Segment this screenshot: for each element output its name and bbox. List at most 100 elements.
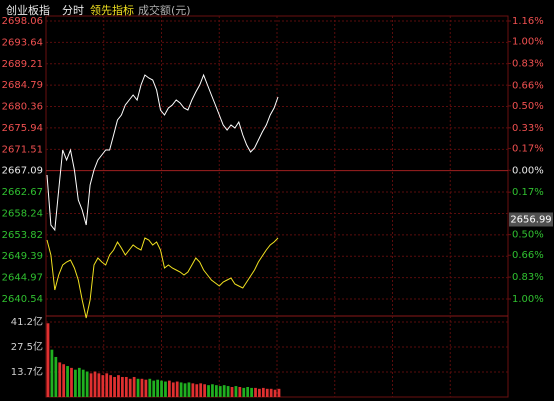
volume-bar [128,378,132,397]
volume-bar [218,386,222,397]
volume-bar [207,385,210,397]
y2-tick-label: 1.00% [512,37,544,48]
y-tick-label: 2671.51 [2,144,43,155]
volume-bar [265,388,269,397]
volume-bar [121,376,124,397]
y2-tick-label: 0.17% [512,143,544,154]
y2-tick-label: 0.83% [512,58,544,69]
volume-bar [242,387,246,397]
legend-entry: 领先指标 [90,3,134,17]
price-line [46,237,279,319]
volume-bar [187,382,191,397]
volume-bar [171,382,175,397]
price-line [46,73,279,232]
volume-bar [183,383,187,397]
volume-bar [113,376,116,397]
volume-bar [66,366,69,397]
volume-bar [203,384,206,397]
volume-label: 成交额(元) [138,3,191,17]
volume-bar [152,380,156,397]
y2-tick-label: 1.00% [512,294,544,305]
volume-bar [85,371,89,397]
volume-bar [273,389,277,397]
last-price-box [509,212,553,227]
volume-bar [261,387,265,397]
y2-tick-label: 0.66% [512,80,544,91]
volume-bar [54,356,58,397]
volume-bar [136,378,140,397]
volume-bar [191,383,195,397]
volume-bar [117,375,120,397]
y2-tick-label: 0.17% [512,187,544,198]
volume-tick-label: 41.2亿 [11,315,43,328]
volume-bar [254,387,257,397]
y2-tick-label: 0.50% [512,230,544,241]
volume-bar [199,383,203,397]
volume-bar [93,371,97,397]
y-tick-label: 2698.06 [2,16,43,27]
y2-tick-label: 0.00% [512,165,544,176]
y-tick-label: 2658.24 [2,208,43,219]
volume-bar [258,388,261,397]
volume-bar [81,369,85,397]
chart-subtitle: 分时 [62,4,84,17]
y-tick-label: 2667.09 [2,166,43,177]
volume-bar [234,386,238,397]
volume-bar [109,375,113,397]
volume-bar [50,349,54,397]
volume-bar [226,386,230,397]
volume-bar [250,387,253,397]
volume-bar [269,388,273,397]
volume-bar [175,381,179,397]
y2-tick-label: 0.83% [512,272,544,283]
y-tick-label: 2649.39 [2,251,43,262]
volume-bar [89,373,93,397]
volume-bar [195,384,199,397]
volume-bar [222,385,226,397]
volume-bar [156,379,159,397]
y-tick-label: 2680.36 [2,102,43,113]
y2-tick-label: 0.33% [512,123,544,134]
volume-bar [160,380,163,397]
volume-bar [77,367,81,397]
y2-tick-label: 1.16% [512,16,544,27]
y-tick-label: 2653.82 [2,230,43,241]
volume-bar [238,386,242,397]
volume-bar [101,375,105,397]
chart-title: 创业板指 [6,3,50,17]
volume-bar [46,323,50,397]
volume-bar [58,362,62,397]
volume-bar [246,386,250,397]
volume-bar [164,381,167,397]
volume-tick-label: 13.7亿 [11,365,43,378]
volume-bar [124,376,128,397]
y-tick-label: 2693.64 [2,37,43,48]
volume-bar [179,382,183,397]
volume-bar [211,384,214,397]
volume-bar [97,373,101,397]
volume-bar [230,386,234,397]
volume-bar [168,380,171,397]
volume-bar [214,385,218,397]
volume-bar [70,367,73,397]
y-tick-label: 2644.97 [2,273,43,284]
volume-bar [132,376,136,397]
volume-bar [62,364,66,397]
volume-bar [144,379,148,397]
y-tick-label: 2640.54 [2,294,43,305]
volume-bar [140,378,144,397]
last-price-label: 2656.99 [510,214,551,225]
y-tick-label: 2684.79 [2,80,43,91]
volume-bar [74,369,77,397]
y-tick-label: 2675.94 [2,123,43,134]
volume-bar [105,373,109,397]
volume-tick-label: 27.5亿 [11,340,43,353]
volume-bar [277,388,281,397]
y-tick-label: 2689.21 [2,59,43,70]
y2-tick-label: 0.66% [512,250,544,261]
volume-bar [148,378,152,397]
y2-tick-label: 0.50% [512,101,544,112]
y-tick-label: 2662.67 [2,187,43,198]
